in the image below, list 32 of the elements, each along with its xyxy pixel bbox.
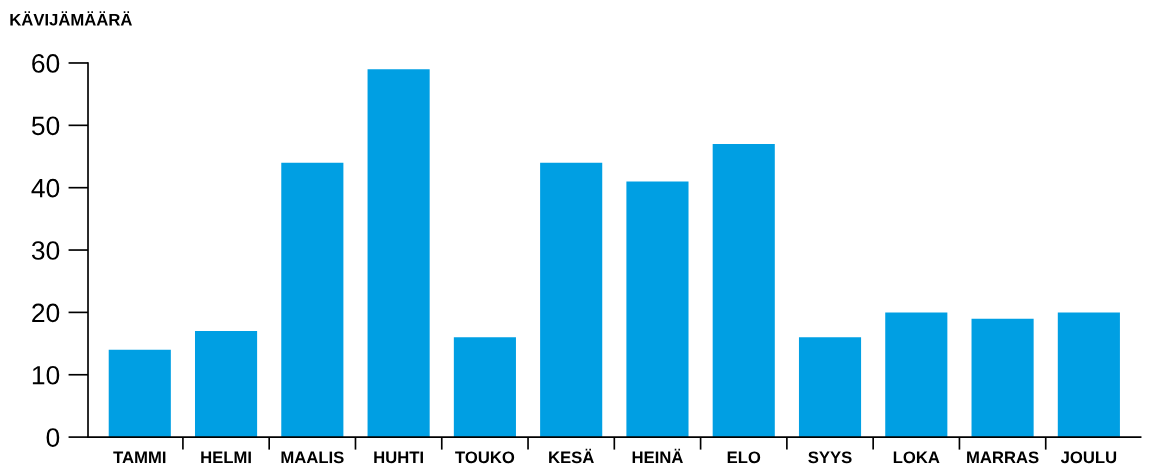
bar bbox=[885, 312, 948, 438]
x-tick-label: KESÄ bbox=[549, 448, 594, 464]
y-tick-label: 0 bbox=[46, 428, 60, 447]
bar bbox=[971, 318, 1034, 438]
bar bbox=[281, 162, 344, 438]
bar bbox=[453, 337, 516, 438]
bar bbox=[367, 69, 430, 438]
y-tick-label: 50 bbox=[31, 116, 60, 136]
x-tick-label: MAALIS bbox=[281, 451, 344, 464]
bar bbox=[626, 181, 689, 438]
y-tick-label: 60 bbox=[32, 54, 60, 73]
bar bbox=[540, 162, 603, 438]
x-tick-label: HUHTI bbox=[374, 451, 423, 464]
x-tick-label: SYYS bbox=[808, 451, 852, 464]
x-tick-label: ELO bbox=[727, 451, 761, 464]
y-tick-label: 10 bbox=[32, 365, 60, 385]
x-tick-label: JOULU bbox=[1060, 451, 1117, 464]
x-tick-label: HELMI bbox=[201, 451, 251, 464]
y-tick-label: 40 bbox=[31, 178, 60, 198]
y-tick-label: 20 bbox=[32, 303, 60, 323]
bar bbox=[108, 349, 171, 438]
bar bbox=[195, 331, 258, 438]
bar bbox=[1057, 312, 1120, 438]
x-tick-label: TAMMI bbox=[113, 451, 166, 464]
x-tick-label: LOKA bbox=[893, 451, 940, 464]
x-tick-label: TOUKO bbox=[455, 451, 515, 464]
y-tick-label: 30 bbox=[31, 241, 60, 260]
x-tick-label: HEINÄ bbox=[632, 448, 683, 464]
bar bbox=[798, 337, 862, 438]
bar bbox=[712, 144, 775, 438]
x-tick-label: MARRAS bbox=[967, 451, 1039, 464]
y-axis-title: KÄVIJÄMÄÄRÄ bbox=[10, 11, 132, 26]
